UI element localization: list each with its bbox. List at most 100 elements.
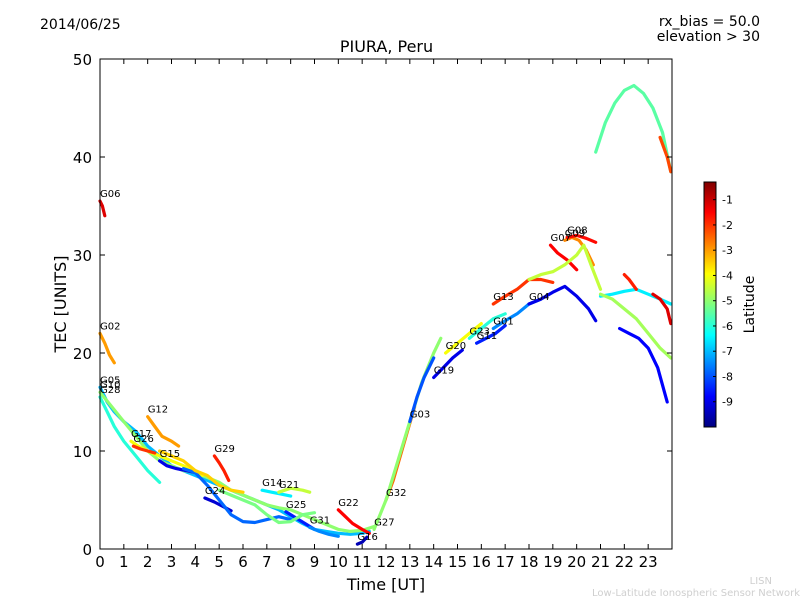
satellite-label-g20: G20 <box>446 341 466 352</box>
satellite-label-g29: G29 <box>214 444 234 455</box>
x-tick-label: 1 <box>119 553 129 571</box>
y-tick-label: 20 <box>73 345 92 363</box>
series-line-g29 <box>212 454 231 482</box>
satellite-label-g03: G03 <box>410 410 430 421</box>
series-line-g31 <box>308 525 340 538</box>
credit-network-text: Low-Latitude Ionospheric Sensor Network <box>592 588 800 599</box>
series-line-g12 <box>146 415 181 448</box>
satellite-label-g14: G14 <box>262 478 282 489</box>
series-line-g23 <box>467 312 507 340</box>
series-line-35 <box>622 273 638 291</box>
elevation-label: elevation > 30 <box>656 29 760 45</box>
series-line-34 <box>617 326 669 404</box>
x-tick-label: 18 <box>519 553 538 571</box>
satellite-label-g08: G08 <box>567 225 587 236</box>
satellite-label-g06: G06 <box>100 189 120 200</box>
colorbar-tick-label: -1 <box>722 194 733 207</box>
satellite-label-g11: G11 <box>477 331 497 342</box>
colorbar-tick-label: -6 <box>722 320 733 333</box>
date-label: 2014/06/25 <box>40 17 121 33</box>
plot-background <box>100 59 672 549</box>
series-line-36 <box>651 292 673 326</box>
satellite-label-g19: G19 <box>434 366 454 377</box>
satellite-label-g09: G09 <box>565 228 585 239</box>
credit-logo-text: LISN <box>749 576 772 587</box>
x-tick-label: 15 <box>448 553 467 571</box>
series-line-g11 <box>475 324 507 345</box>
x-tick-label: 9 <box>310 553 320 571</box>
x-tick-label: 16 <box>472 553 491 571</box>
satellite-label-g31: G31 <box>310 515 330 526</box>
x-tick-label: 21 <box>591 553 610 571</box>
series-line-g28 <box>98 395 162 484</box>
x-tick-label: 20 <box>567 553 586 571</box>
satellite-label-g04: G04 <box>529 292 549 303</box>
satellite-label-g17: G17 <box>131 429 151 440</box>
series-line-g07 <box>548 243 579 272</box>
series-line-g22 <box>336 508 371 535</box>
colorbar-tick-label: -4 <box>722 269 733 282</box>
satellite-label-g02: G02 <box>100 321 120 332</box>
satellite-label-g22: G22 <box>338 498 358 509</box>
colorbar-gradient <box>703 181 717 428</box>
x-tick-label: 11 <box>353 553 372 571</box>
y-tick-label: 0 <box>82 541 92 559</box>
rx-bias-label: rx_bias = 50.0 <box>658 14 760 30</box>
axes: 0 1 2 3 4 5 6 7 8 9 10 11 12 13 14 15 16 17 18 19 20 21 22 2301… <box>51 51 673 594</box>
colorbar-label: Latitude <box>742 276 758 334</box>
y-tick-label: 40 <box>73 149 92 167</box>
y-tick-label: 30 <box>73 247 92 265</box>
colorbar-tick-label: -9 <box>722 396 733 409</box>
series-line-g19 <box>432 348 464 380</box>
series-line-g08 <box>565 233 598 244</box>
colorbar-tick-label: -8 <box>722 370 733 383</box>
satellite-label-g23: G23 <box>469 326 489 337</box>
series-line-30 <box>594 83 673 174</box>
satellite-label-g26: G26 <box>133 434 153 445</box>
series-line-g06 <box>98 199 107 218</box>
series-layer <box>98 83 673 546</box>
x-tick-label: 0 <box>95 553 105 571</box>
x-tick-label: 4 <box>191 553 201 571</box>
satellite-label-g15: G15 <box>160 449 180 460</box>
x-axis-label: Time [UT] <box>346 575 425 594</box>
satellite-label-g28: G28 <box>100 385 120 396</box>
colorbar-tick-label: -7 <box>722 345 733 358</box>
series-line-g13 <box>491 277 555 306</box>
x-tick-label: 14 <box>424 553 443 571</box>
series-line-g14 <box>260 488 293 498</box>
colorbar-tick-label: -5 <box>722 295 733 308</box>
series-line-g04 <box>527 284 598 323</box>
series-line-g20 <box>444 322 483 355</box>
chart-title: PIURA, Peru <box>339 37 434 56</box>
series-line-g26 <box>131 444 157 455</box>
satellite-label-g27: G27 <box>374 517 394 528</box>
x-tick-label: 10 <box>329 553 348 571</box>
series-line-g16 <box>355 535 369 546</box>
satellite-label-g21: G21 <box>279 480 299 491</box>
y-axis-label: TEC [UNITS] <box>51 256 70 354</box>
y-tick-label: 10 <box>73 443 92 461</box>
x-tick-label: 17 <box>496 553 515 571</box>
colorbar-tick-label: -2 <box>722 219 733 232</box>
series-line-g21 <box>277 486 312 494</box>
series-line-g02 <box>98 331 116 365</box>
satellite-label-g07: G07 <box>551 233 571 244</box>
satellite-label-g12: G12 <box>148 405 168 416</box>
series-line-31 <box>527 243 603 291</box>
satellite-label-g10: G10 <box>100 380 120 391</box>
x-tick-label: 2 <box>143 553 153 571</box>
x-tick-label: 3 <box>167 553 177 571</box>
x-tick-label: 12 <box>376 553 395 571</box>
series-line-33 <box>598 292 673 360</box>
satellite-label-g13: G13 <box>493 292 513 303</box>
series-line-39 <box>217 488 317 525</box>
y-tick-label: 50 <box>73 51 92 69</box>
satellite-label-g16: G16 <box>357 532 377 543</box>
x-tick-label: 19 <box>543 553 562 571</box>
satellite-label-g24: G24 <box>205 486 225 497</box>
x-tick-label: 23 <box>639 553 658 571</box>
satellite-label-g01: G01 <box>493 317 513 328</box>
